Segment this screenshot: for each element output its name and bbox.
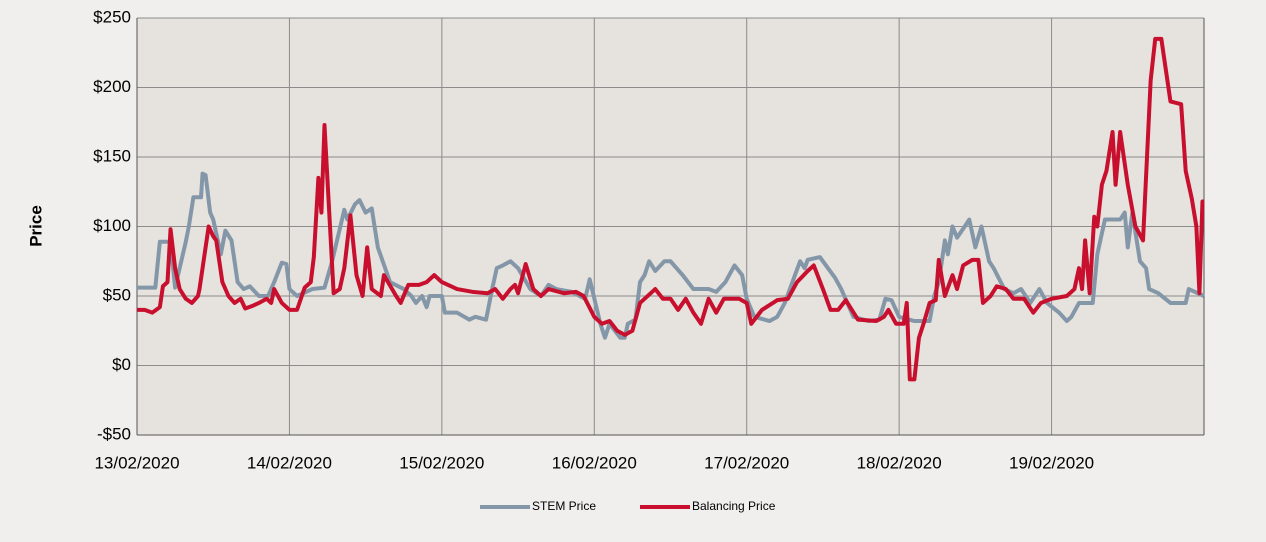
x-tick-label: 14/02/2020 [247,453,332,472]
y-tick-label: $0 [112,355,131,374]
x-tick-label: 17/02/2020 [704,453,789,472]
y-tick-label: $250 [93,7,131,26]
y-tick-label: -$50 [97,424,131,443]
y-tick-label: $100 [93,216,131,235]
x-tick-label: 15/02/2020 [399,453,484,472]
x-tick-label: 13/02/2020 [94,453,179,472]
y-tick-label: $150 [93,146,131,165]
legend-label: Balancing Price [692,499,776,513]
x-tick-label: 16/02/2020 [552,453,637,472]
series-line [137,36,1205,382]
x-tick-label: 18/02/2020 [857,453,942,472]
y-tick-label: $50 [103,285,131,304]
series-line [137,171,1205,340]
legend-label: STEM Price [532,499,596,513]
y-axis-title: Price [26,205,45,247]
y-tick-label: $200 [93,77,131,96]
x-tick-label: 19/02/2020 [1009,453,1094,472]
